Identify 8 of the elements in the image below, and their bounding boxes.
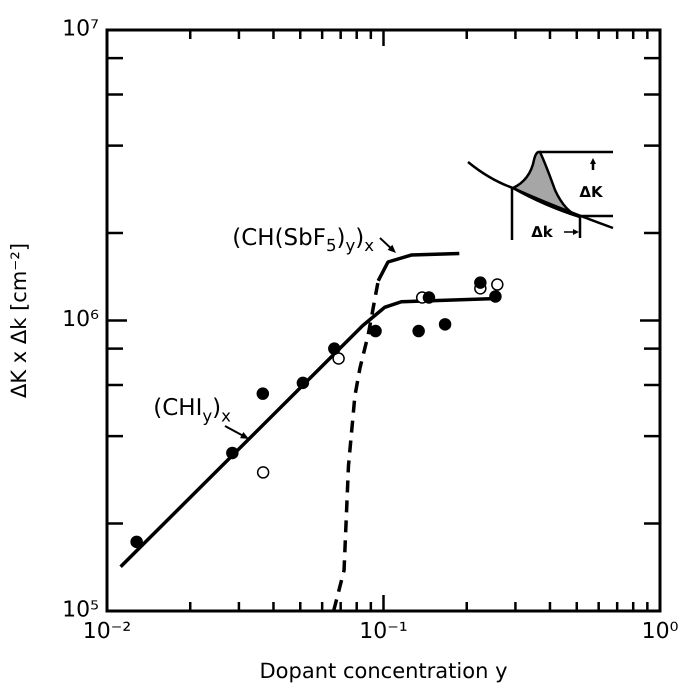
y-tick-label: 10⁷: [62, 16, 99, 42]
x-tick-label: 10⁰: [642, 618, 679, 644]
annotation: Δk: [531, 223, 554, 241]
annotation: ΔK: [579, 183, 604, 201]
x-axis-title: Dopant concentration y: [260, 658, 508, 683]
x-tick-label: 10⁻¹: [359, 618, 408, 644]
y-tick-label: 10⁶: [62, 307, 100, 332]
y-axis-title: ΔK x Δk [cm⁻²]: [7, 242, 32, 398]
